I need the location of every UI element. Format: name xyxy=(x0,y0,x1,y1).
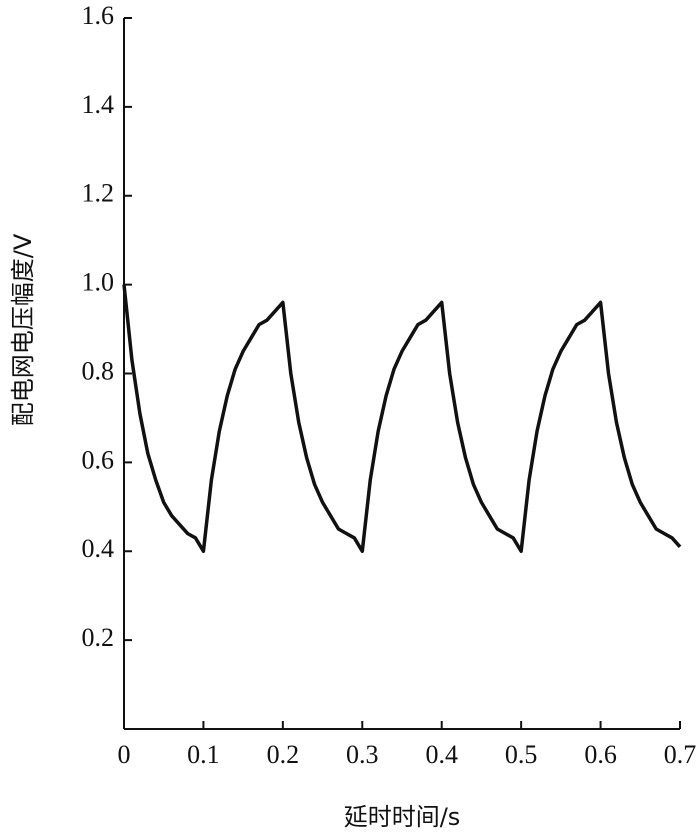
x-tick-label: 0.5 xyxy=(505,740,538,769)
x-tick-label: 0.1 xyxy=(187,740,220,769)
x-tick-label: 0.3 xyxy=(346,740,379,769)
x-tick-label: 0.7 xyxy=(664,740,697,769)
y-tick-label: 1.2 xyxy=(82,179,115,208)
y-tick-label: 0.2 xyxy=(82,623,115,652)
y-tick-label: 1.0 xyxy=(82,268,115,297)
x-tick-label: 0.4 xyxy=(425,740,458,769)
x-tick-label: 0 xyxy=(118,740,131,769)
x-tick-label: 0.6 xyxy=(584,740,617,769)
x-tick-label: 0.2 xyxy=(267,740,300,769)
y-tick-label: 1.6 xyxy=(82,1,115,30)
x-axis-label: 延时时间/s xyxy=(344,803,461,831)
y-tick-label: 0.8 xyxy=(82,356,115,385)
line xyxy=(122,284,682,553)
y-tick-label: 0.6 xyxy=(82,445,115,474)
y-tick-label: 0.4 xyxy=(82,534,115,563)
y-tick-label: 1.4 xyxy=(82,90,115,119)
y-axis-label: 配电网电压幅度/V xyxy=(9,233,37,426)
